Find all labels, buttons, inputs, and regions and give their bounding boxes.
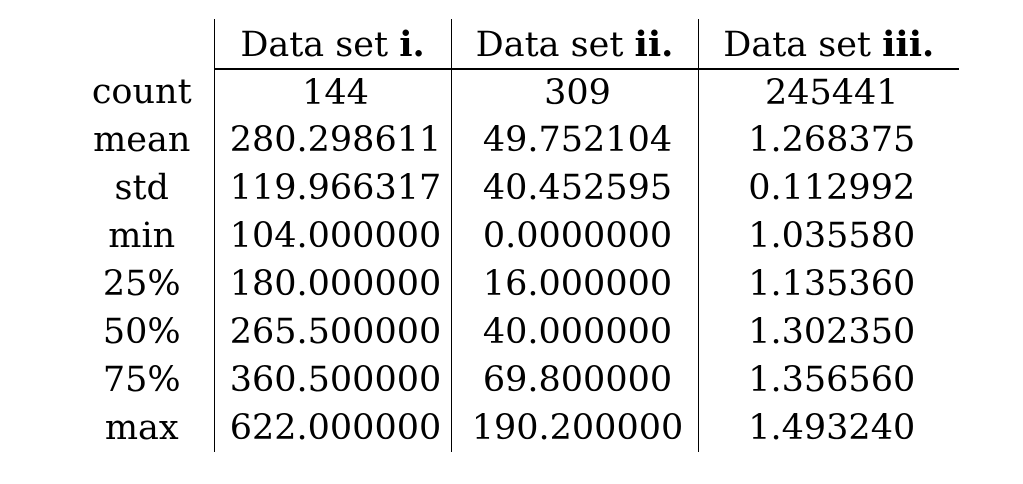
cell-data-set-ii: 16.000000 bbox=[450, 260, 698, 309]
cell-data-set-i: 265.500000 bbox=[213, 308, 451, 357]
statistics-table: Data set i. Data set ii. Data set iii. c… bbox=[70, 19, 959, 452]
cell-data-set-i: 144 bbox=[213, 69, 451, 117]
cell-data-set-ii: 40.000000 bbox=[450, 308, 698, 357]
row-label: 25% bbox=[102, 263, 181, 304]
column-header-data-set-ii: Data set ii. bbox=[450, 19, 698, 70]
cell-data-set-iii: 1.035580 bbox=[697, 212, 959, 261]
cell-data-set-iii: 1.268375 bbox=[697, 116, 959, 165]
cell-data-set-i: 180.000000 bbox=[213, 260, 451, 309]
row-label: count bbox=[91, 72, 192, 113]
table-row-count: count 144 309 245441 bbox=[70, 69, 959, 117]
row-label: std bbox=[114, 168, 169, 209]
row-label: 50% bbox=[102, 311, 181, 352]
cell-data-set-iii: 1.493240 bbox=[697, 404, 959, 452]
table-row-max: max 622.000000 190.200000 1.493240 bbox=[70, 404, 959, 452]
cell-data-set-ii: 49.752104 bbox=[450, 116, 698, 165]
table-row-25-percent: 25% 180.000000 16.000000 1.135360 bbox=[70, 260, 959, 309]
cell-data-set-ii: 309 bbox=[450, 69, 698, 117]
row-label: 75% bbox=[102, 359, 181, 400]
column-header-numeral: ii. bbox=[634, 23, 674, 65]
column-header-data-set-i: Data set i. bbox=[213, 19, 451, 70]
cell-data-set-iii: 1.135360 bbox=[697, 260, 959, 309]
cell-data-set-iii: 0.112992 bbox=[697, 164, 959, 213]
column-header-numeral: i. bbox=[399, 23, 425, 65]
table-row-50-percent: 50% 265.500000 40.000000 1.302350 bbox=[70, 308, 959, 357]
column-header-data-set-iii: Data set iii. bbox=[697, 19, 959, 70]
column-header-prefix: Data set bbox=[240, 24, 389, 65]
cell-data-set-iii: 245441 bbox=[697, 69, 959, 117]
cell-data-set-i: 119.966317 bbox=[213, 164, 451, 213]
cell-data-set-i: 360.500000 bbox=[213, 356, 451, 405]
table-row-75-percent: 75% 360.500000 69.800000 1.356560 bbox=[70, 356, 959, 405]
cell-data-set-ii: 40.452595 bbox=[450, 164, 698, 213]
row-label: max bbox=[104, 407, 179, 448]
row-label: mean bbox=[93, 120, 191, 161]
row-label: min bbox=[108, 216, 176, 257]
cell-data-set-i: 104.000000 bbox=[213, 212, 451, 261]
cell-data-set-ii: 0.0000000 bbox=[450, 212, 698, 261]
column-header-prefix: Data set bbox=[723, 24, 871, 65]
table-row-min: min 104.000000 0.0000000 1.035580 bbox=[70, 212, 959, 261]
table-row-std: std 119.966317 40.452595 0.112992 bbox=[70, 164, 959, 213]
cell-data-set-i: 622.000000 bbox=[213, 404, 451, 452]
cell-data-set-iii: 1.356560 bbox=[697, 356, 959, 405]
cell-data-set-ii: 190.200000 bbox=[450, 404, 698, 452]
column-header-numeral: iii. bbox=[882, 23, 935, 65]
cell-data-set-iii: 1.302350 bbox=[697, 308, 959, 357]
header-corner-cell bbox=[70, 19, 214, 69]
table-row-mean: mean 280.298611 49.752104 1.268375 bbox=[70, 116, 959, 165]
cell-data-set-i: 280.298611 bbox=[213, 116, 451, 165]
column-header-prefix: Data set bbox=[475, 24, 624, 65]
cell-data-set-ii: 69.800000 bbox=[450, 356, 698, 405]
table-header-row: Data set i. Data set ii. Data set iii. bbox=[70, 19, 959, 70]
